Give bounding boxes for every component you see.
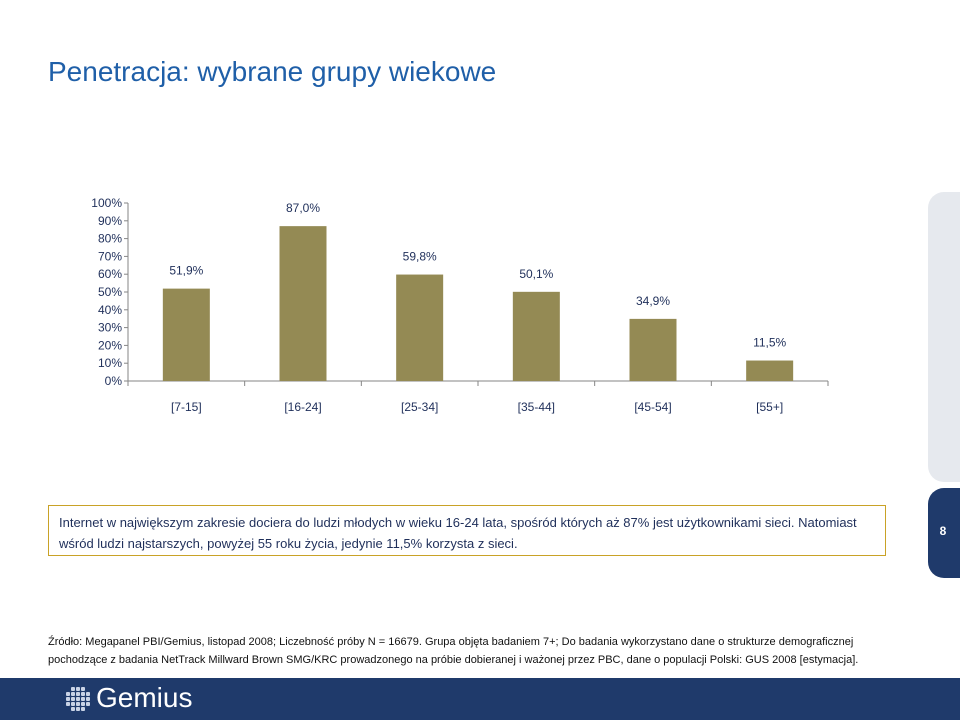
page-tab: 8 [928,488,960,578]
y-tick-label: 90% [98,214,122,228]
bar [629,318,677,381]
footer-bar: Gemius [0,678,960,720]
page-number: 8 [939,524,947,538]
data-label: 51,9% [169,264,203,278]
y-tick-label: 80% [98,232,122,246]
bar [396,274,444,381]
data-label: 87,0% [286,201,320,215]
source-line-1: Źródło: Megapanel PBI/Gemius, listopad 2… [48,636,854,648]
y-tick-label: 40% [98,303,122,317]
x-tick-label: [25-34] [401,400,438,414]
data-label: 11,5% [753,336,786,350]
summary-box: Internet w największym zakresie dociera … [48,505,886,556]
x-tick-label: [16-24] [284,400,321,414]
y-tick-label: 50% [98,285,122,299]
y-tick-label: 60% [98,267,122,281]
source-line-2: pochodzące z badania NetTrack Millward B… [48,654,859,666]
data-label: 34,9% [636,294,670,308]
bar [512,291,560,381]
summary-text: Internet w największym zakresie dociera … [59,515,857,551]
dot-grid-icon [66,687,92,713]
y-tick-label: 100% [91,196,122,210]
y-tick-label: 70% [98,249,122,263]
x-tick-label: [35-44] [518,400,555,414]
bar-chart: 0% 10% 20% 30% 40% 50% 60% 70% 80% 90% 100% 51,9% [7… [91,196,829,414]
y-tick-label: 0% [105,374,123,388]
data-label: 50,1% [519,267,553,281]
y-tick-label: 10% [98,356,122,370]
bar [279,226,327,381]
logo-text: Gemius [96,682,193,713]
page-title: Penetracja: wybrane grupy wiekowe [48,56,497,87]
x-tick-label: [45-54] [634,400,671,414]
y-tick-label: 20% [98,338,122,352]
y-tick-label: 30% [98,321,122,335]
side-panel [928,192,960,482]
bar [746,360,794,381]
x-tick-label: [7-15] [171,400,202,414]
data-label: 59,8% [403,250,437,264]
bar [162,288,210,381]
x-tick-label: [55+] [756,400,783,414]
source-note: Źródło: Megapanel PBI/Gemius, listopad 2… [48,633,908,669]
